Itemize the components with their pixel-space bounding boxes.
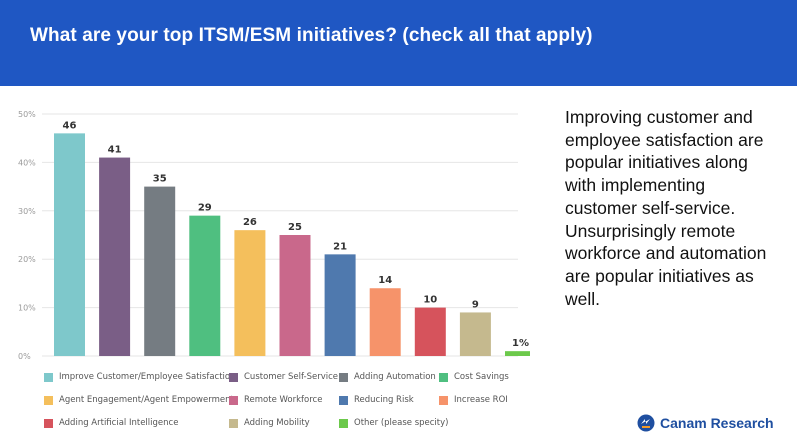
bar-value-label: 14 xyxy=(378,275,392,286)
legend-label: Adding Mobility xyxy=(244,418,310,428)
y-tick-label: 30% xyxy=(18,207,36,216)
legend-swatch xyxy=(44,418,53,428)
legend-label: Increase ROI xyxy=(454,395,508,405)
brand-logo: Canam Research xyxy=(637,414,774,432)
legend-swatch xyxy=(229,372,238,382)
bar-value-label: 10 xyxy=(423,295,437,306)
legend-label: Cost Savings xyxy=(454,372,509,382)
bar-10 xyxy=(459,312,491,356)
legend-label: Agent Engagement/Agent Empowerment xyxy=(59,395,234,405)
legend-label: Remote Workforce xyxy=(244,395,323,405)
legend-item: Other (please specity) xyxy=(339,418,448,428)
y-tick-label: 0% xyxy=(18,352,31,361)
y-tick-label: 20% xyxy=(18,255,36,264)
legend-item: Cost Savings xyxy=(439,372,509,382)
bar-chart: 0% 10% 20% 30% 40% 50% 46 41 35 29 26 25 21 14 10 9 1% xyxy=(18,110,530,361)
bar-value-label: 25 xyxy=(288,222,302,233)
legend-item: Adding Mobility xyxy=(229,418,310,428)
legend-label: Improve Customer/Employee Satisfaction xyxy=(59,372,236,382)
legend-item: Adding Automation xyxy=(339,372,436,382)
commentary-text: Improving customer and employee satisfac… xyxy=(565,107,767,309)
legend-label: Other (please specity) xyxy=(354,418,449,428)
bar-value-label: 26 xyxy=(243,217,257,228)
bar-5 xyxy=(234,230,266,356)
bar-1 xyxy=(54,133,85,356)
bar-11 xyxy=(505,351,530,356)
header-banner: What are your top ITSM/ESM initiatives? … xyxy=(0,0,797,86)
bar-value-label: 46 xyxy=(63,120,77,131)
legend-item: Reducing Risk xyxy=(339,395,414,405)
legend-item: Customer Self-Service xyxy=(229,372,338,382)
bar-3 xyxy=(144,186,176,356)
y-tick-label: 10% xyxy=(18,304,36,313)
bar-value-label: 41 xyxy=(108,145,122,156)
bar-value-label: 21 xyxy=(333,241,347,252)
legend-swatch xyxy=(44,395,53,405)
legend-label: Reducing Risk xyxy=(354,395,414,405)
legend-label: Adding Automation xyxy=(354,372,436,382)
legend-item: Improve Customer/Employee Satisfaction xyxy=(44,372,236,382)
legend-item: Remote Workforce xyxy=(229,395,322,405)
legend-swatch xyxy=(229,418,238,428)
legend-swatch xyxy=(44,372,53,382)
bar-value-label: 35 xyxy=(153,174,167,185)
bar-7 xyxy=(324,254,356,356)
legend-item: Agent Engagement/Agent Empowerment xyxy=(44,395,234,405)
y-tick-label: 40% xyxy=(18,158,36,167)
legend-swatch xyxy=(339,372,348,382)
bar-2 xyxy=(99,157,131,356)
bar-value-label: 29 xyxy=(198,203,212,214)
brand-name: Canam Research xyxy=(660,415,774,431)
legend-label: Customer Self-Service xyxy=(244,372,338,382)
bar-8 xyxy=(369,288,401,356)
bar-4 xyxy=(189,215,221,356)
y-tick-label: 50% xyxy=(18,110,36,119)
legend-swatch xyxy=(229,395,238,405)
legend-swatch xyxy=(439,395,448,405)
legend-item: Increase ROI xyxy=(439,395,508,405)
legend-label: Adding Artificial Intelligence xyxy=(59,418,179,428)
bar-9 xyxy=(414,307,446,356)
legend-swatch xyxy=(339,395,348,405)
bar-value-label: 1% xyxy=(512,338,529,349)
legend-swatch xyxy=(439,372,448,382)
legend-swatch xyxy=(339,418,348,428)
canam-logo-icon xyxy=(637,414,655,432)
bar-value-label: 9 xyxy=(472,299,479,310)
bar-6 xyxy=(279,235,311,356)
legend-item: Adding Artificial Intelligence xyxy=(44,418,178,428)
page-title: What are your top ITSM/ESM initiatives? … xyxy=(30,25,593,46)
